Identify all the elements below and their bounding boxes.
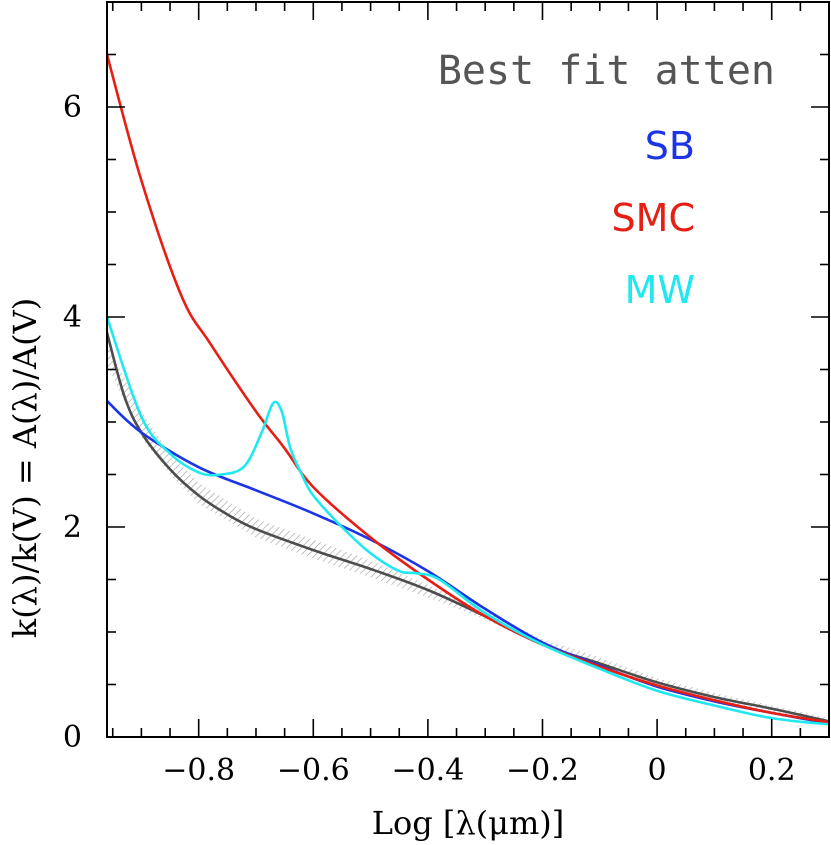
y-tick-label: 6 [63, 90, 82, 125]
tick-layer [107, 1, 830, 738]
series-line-mw [107, 315, 829, 726]
legend-entry-smc: SMC [612, 196, 695, 240]
series-line-best-fit-atten [107, 331, 829, 723]
x-tick-label: 0.2 [748, 753, 796, 788]
y-tick-label: 0 [63, 720, 82, 755]
series-line-sb [107, 399, 829, 725]
curve-layer [107, 53, 829, 726]
x-axis-label: Log [λ(μm)] [372, 804, 565, 842]
x-tick-label: 0 [648, 753, 667, 788]
x-tick-label: −0.6 [277, 753, 350, 788]
legend-title: Best fit atten [438, 48, 775, 94]
x-tick-label: −0.8 [162, 753, 235, 788]
y-axis-label: k(λ)/k(V) = A(λ)/A(V) [6, 298, 44, 638]
legend: SB SMC MW [612, 124, 695, 312]
legend-entry-sb: SB [645, 124, 695, 168]
tick-label-layer: −0.8 −0.6 −0.4 −0.2 0 0.2 0 2 4 6 [63, 90, 796, 788]
series-line-smc [107, 53, 829, 724]
x-tick-label: −0.2 [506, 753, 579, 788]
y-tick-label: 4 [63, 300, 82, 335]
legend-entry-mw: MW [625, 268, 695, 312]
plot-frame [106, 1, 830, 738]
band-layer [107, 343, 829, 723]
y-tick-label: 2 [63, 510, 82, 545]
x-tick-label: −0.4 [391, 753, 464, 788]
uncertainty-band [107, 343, 829, 723]
